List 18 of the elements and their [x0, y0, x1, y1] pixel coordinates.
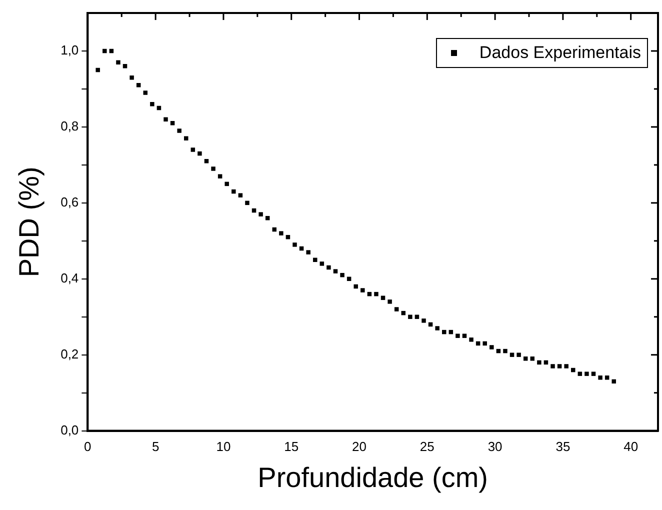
x-tick-label: 10: [216, 439, 231, 454]
x-tick-label: 25: [420, 439, 434, 454]
x-tick-label: 0: [84, 439, 92, 454]
y-tick-label: 0,2: [60, 346, 79, 362]
legend-label: Dados Experimentais: [479, 43, 641, 63]
x-tick-label: 40: [624, 439, 638, 454]
y-tick-label: 1,0: [60, 42, 79, 58]
x-tick-label: 30: [488, 439, 502, 454]
x-axis-title: Profundidade (cm): [258, 462, 488, 493]
x-tick-label: 5: [152, 439, 160, 454]
y-tick-label: 0,4: [60, 270, 79, 286]
y-axis-title: PDD (%): [14, 166, 45, 278]
y-tick-label: 0,8: [60, 118, 79, 134]
y-tick-label: 0,6: [60, 194, 79, 210]
x-tick-label: 35: [556, 439, 570, 454]
x-tick-label: 15: [284, 439, 299, 454]
x-tick-label: 20: [352, 439, 366, 454]
y-tick-label: 0,0: [60, 422, 79, 438]
